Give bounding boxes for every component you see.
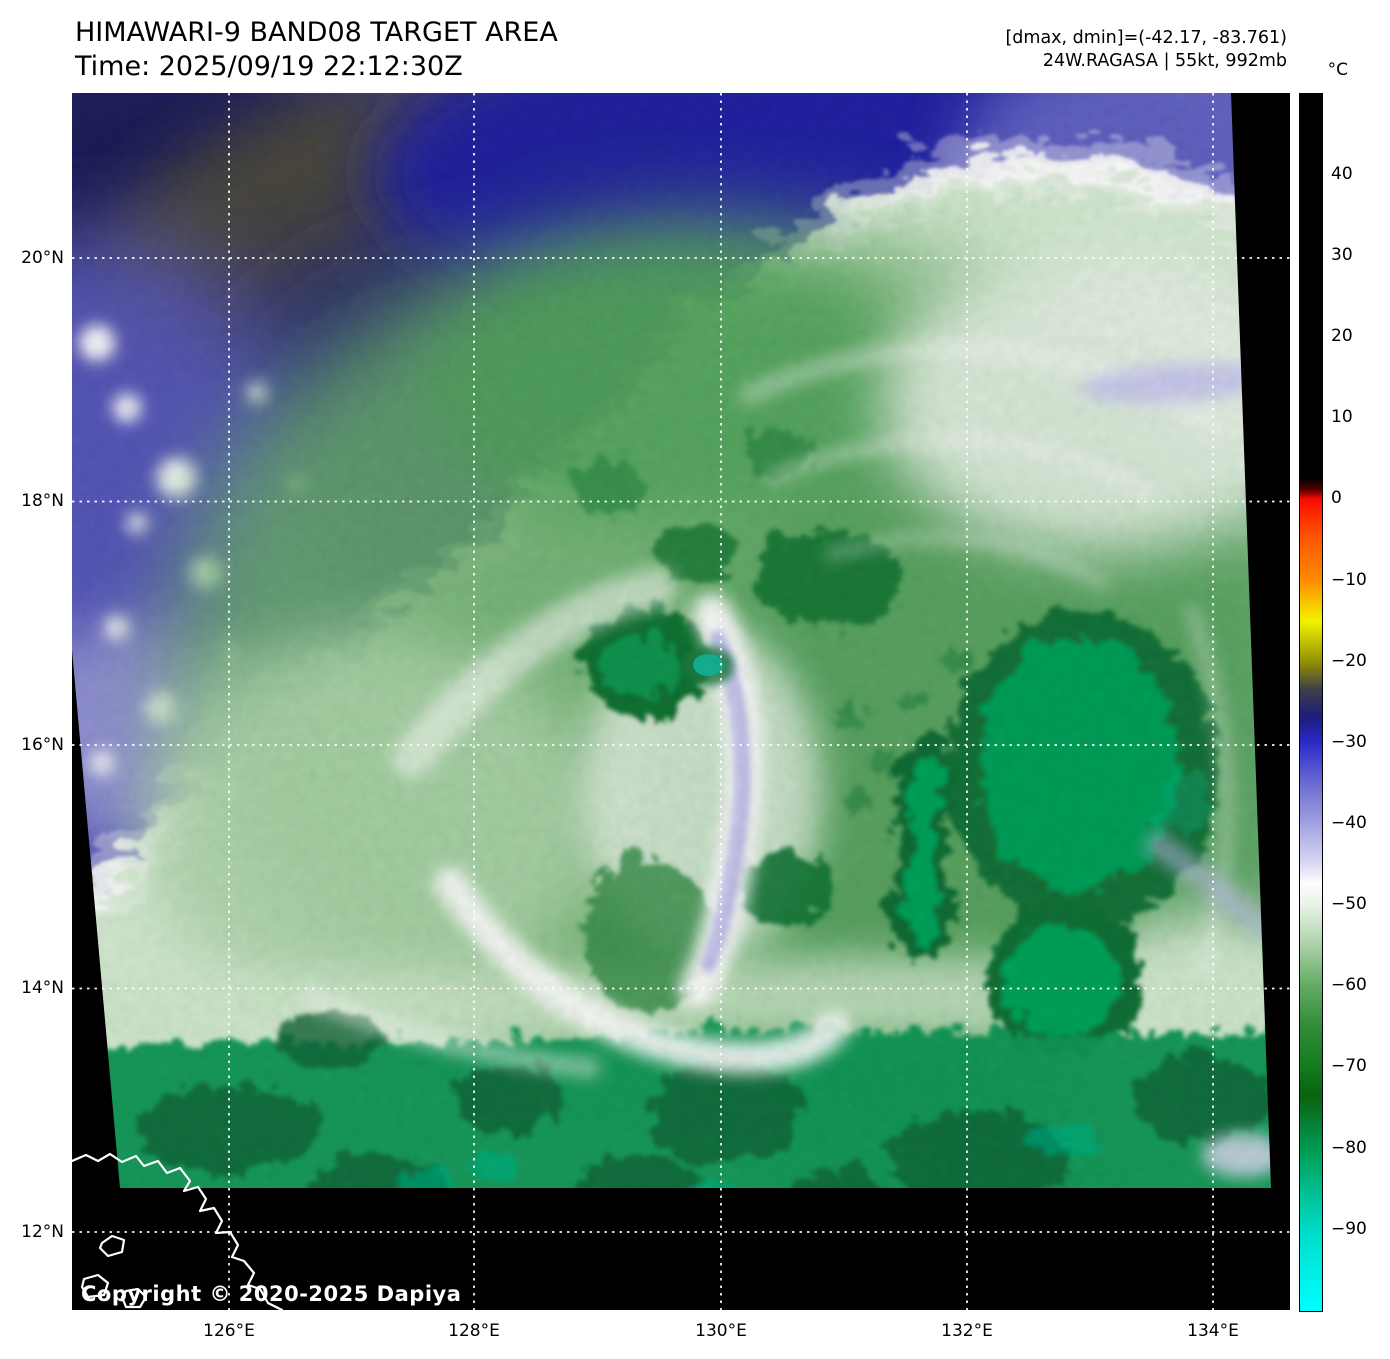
info-block: [dmax, dmin]=(-42.17, -83.761) 24W.RAGAS… bbox=[1005, 27, 1287, 73]
colorbar-tick-label: 40 bbox=[1331, 164, 1353, 184]
colorbar-tick-label: 30 bbox=[1331, 245, 1353, 265]
satellite-image bbox=[72, 93, 1290, 1310]
lon-tick-label: 130°E bbox=[695, 1321, 747, 1341]
colorbar-tick-label: −50 bbox=[1331, 894, 1367, 914]
lon-tick-label: 134°E bbox=[1187, 1321, 1239, 1341]
lon-tick-label: 126°E bbox=[203, 1321, 255, 1341]
satellite-map: Copyright © 2020-2025 Dapiya bbox=[72, 93, 1290, 1310]
gridlines bbox=[72, 93, 1290, 1310]
plot-timestamp: Time: 2025/09/19 22:12:30Z bbox=[75, 51, 463, 82]
colorbar-tick-label: −80 bbox=[1331, 1138, 1367, 1158]
copyright-watermark: Copyright © 2020-2025 Dapiya bbox=[81, 1282, 462, 1306]
lat-tick-label: 12°N bbox=[21, 1222, 64, 1242]
lat-tick-label: 16°N bbox=[21, 735, 64, 755]
colorbar-tick-label: 20 bbox=[1331, 326, 1353, 346]
colorbar-tick-label: −20 bbox=[1331, 651, 1367, 671]
colorbar bbox=[1299, 93, 1323, 1312]
colorbar-tick-label: 0 bbox=[1331, 488, 1342, 508]
colorbar-tick-label: −10 bbox=[1331, 570, 1367, 590]
lat-tick-label: 14°N bbox=[21, 978, 64, 998]
lon-tick-label: 132°E bbox=[941, 1321, 993, 1341]
title-block: HIMAWARI-9 BAND08 TARGET AREA Time: 2025… bbox=[75, 16, 558, 84]
colorbar-tick-label: −40 bbox=[1331, 813, 1367, 833]
colorbar-tick-label: −90 bbox=[1331, 1219, 1367, 1239]
colorbar-tick-label: −70 bbox=[1331, 1056, 1367, 1076]
colorbar-tick-label: 10 bbox=[1331, 407, 1353, 427]
lat-tick-label: 18°N bbox=[21, 491, 64, 511]
lat-tick-label: 20°N bbox=[21, 248, 64, 268]
storm-readout: 24W.RAGASA | 55kt, 992mb bbox=[1042, 51, 1287, 71]
colorbar-unit-label: °C bbox=[1327, 60, 1348, 80]
colorbar-tick-label: −60 bbox=[1331, 975, 1367, 995]
dmax-dmin-readout: [dmax, dmin]=(-42.17, -83.761) bbox=[1005, 28, 1287, 48]
colorbar-tick-label: −30 bbox=[1331, 732, 1367, 752]
coastline bbox=[72, 1152, 284, 1310]
satellite-data-region bbox=[72, 93, 1271, 1188]
grain-overlay-dark bbox=[72, 93, 1271, 1188]
plot-title: HIMAWARI-9 BAND08 TARGET AREA bbox=[75, 17, 558, 48]
lon-tick-label: 128°E bbox=[448, 1321, 500, 1341]
